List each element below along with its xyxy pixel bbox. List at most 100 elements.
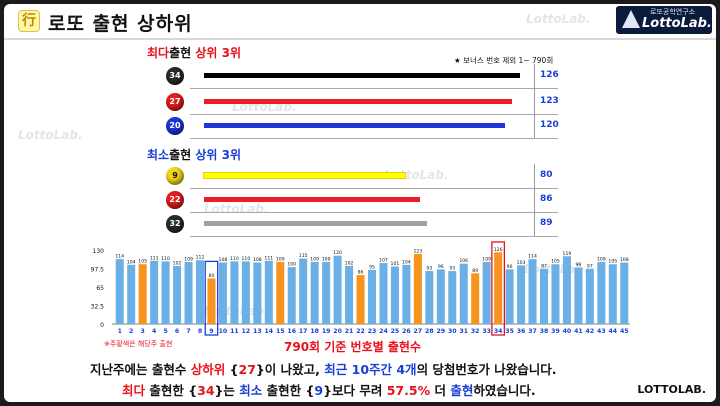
value-label-21: 102 [345,260,354,266]
bar-21 [345,265,354,324]
bar-23 [367,269,377,324]
value-label-19: 109 [322,256,331,262]
section-title: 최소출현 상위 3위 [147,146,241,163]
bar-29 [436,269,445,324]
section-title: 최다출현 상위 3위 [147,44,241,61]
bar-7 [184,261,193,324]
summary-text: 출현한 { [145,383,198,398]
highlight-box-34 [491,241,506,336]
bar-10 [218,262,227,324]
page-title: 로또 출현 상하위 [48,13,193,35]
ranking-bar [204,99,513,104]
value-label-40: 119 [563,251,572,257]
bar-24 [379,263,388,324]
summary-text: }는 [214,383,240,398]
bar-1 [115,259,124,324]
category-label-2: 2 [129,328,133,335]
category-label-14: 14 [264,328,273,335]
value-label-24: 107 [379,258,388,264]
bonus-note: ★ 보너스 번호 제외 1~ 790회 [454,56,554,65]
summary-line-2: 최다 출현한 {34}는 최소 출현한 {9}보다 무려 57.5% 더 출현하… [122,380,536,399]
category-label-33: 33 [482,328,491,335]
category-label-13: 13 [253,328,262,335]
summary-text: 출현 [450,383,474,398]
category-label-12: 12 [242,328,251,335]
category-label-15: 15 [276,328,285,335]
value-label-3: 105 [138,259,147,265]
category-label-17: 17 [299,328,308,335]
ranking-count: 86 [540,194,553,204]
section-title-part: 최다 [147,46,170,60]
bar-33 [482,261,491,324]
value-label-18: 109 [310,256,319,262]
bar-20 [333,255,342,324]
value-label-17: 115 [299,253,308,259]
watermark: LottoLab. [18,128,83,142]
category-label-24: 24 [379,328,388,335]
value-label-5: 110 [161,256,170,262]
category-label-8: 8 [198,328,202,335]
section-right-rule [534,64,535,138]
category-label-1: 1 [118,328,122,335]
value-label-12: 110 [241,256,250,262]
category-label-31: 31 [459,328,468,335]
category-label-23: 23 [368,328,377,335]
bar-43 [597,261,606,324]
bar-34 [494,252,503,324]
value-label-38: 97 [541,263,547,269]
value-label-32: 89 [472,268,478,274]
summary-text: }이 나왔고, [255,362,325,377]
title-icon: 行 [18,10,40,32]
category-label-26: 26 [402,328,411,335]
bar-25 [390,266,399,324]
category-label-34: 34 [494,328,503,335]
number-ball: 32 [166,215,184,233]
value-label-44: 105 [608,259,617,265]
y-tick-label: 0 [100,322,104,329]
category-label-20: 20 [333,328,342,335]
value-label-6: 102 [173,260,182,266]
summary-text: 상하위 [190,362,226,377]
category-label-10: 10 [219,328,228,335]
category-label-40: 40 [563,328,572,335]
value-label-28: 93 [426,266,432,272]
row-divider [190,88,558,89]
y-tick-label: 32.5 [91,304,105,311]
value-label-1: 114 [115,254,124,260]
bar-36 [517,265,526,324]
slide-card: 行 로또 출현 상하위 로또공학연구소 LottoLab. LottoLab. … [4,4,716,402]
summary-text: 하였습니다. [473,383,536,398]
category-label-7: 7 [186,328,190,335]
category-label-6: 6 [175,328,179,335]
category-label-43: 43 [597,328,606,335]
bar-44 [608,264,617,324]
section-title-part: 출현 [169,46,196,60]
summary-text: 27 [238,362,256,377]
category-label-19: 19 [322,328,331,335]
value-label-2: 104 [127,259,136,265]
category-label-42: 42 [586,328,595,335]
value-label-26: 104 [402,259,411,265]
bar-4 [150,260,159,324]
category-label-37: 37 [528,328,537,335]
category-label-36: 36 [517,328,526,335]
summary-text: 출현한 { [262,383,315,398]
title-bar [4,4,716,40]
bar-26 [402,264,411,324]
bar-9 [207,278,216,324]
bar-6 [173,265,182,324]
bar-31 [459,263,468,324]
category-label-4: 4 [152,328,157,335]
row-divider [190,236,558,237]
category-label-25: 25 [391,328,400,335]
value-label-30: 93 [449,266,455,272]
bar-8 [195,260,205,324]
bar-28 [425,271,434,324]
value-label-22: 86 [358,270,364,276]
value-label-13: 108 [253,257,262,263]
bar-19 [322,261,331,324]
category-label-16: 16 [287,328,296,335]
summary-text: 57.5% [386,383,431,398]
value-label-43: 109 [597,256,606,262]
y-tick-label: 65 [96,285,104,292]
